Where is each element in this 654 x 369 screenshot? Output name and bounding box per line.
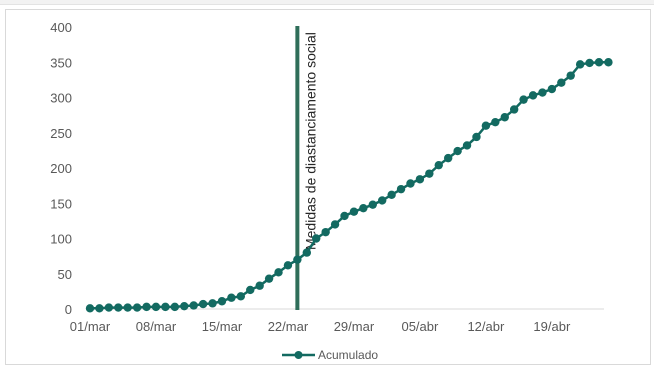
x-tick-label: 19/abr [533, 319, 571, 334]
data-point [227, 293, 236, 302]
x-tick-label: 12/abr [467, 319, 505, 334]
x-tick-label: 08/mar [136, 319, 177, 334]
data-point [349, 207, 359, 216]
data-point [434, 160, 443, 170]
data-point [198, 299, 208, 309]
data-point [246, 285, 255, 295]
y-tick-label: 350 [50, 55, 72, 70]
data-point [594, 58, 604, 67]
chart-frame [5, 9, 651, 365]
y-tick-label: 150 [50, 196, 72, 211]
data-point [519, 95, 528, 104]
data-point [472, 132, 481, 142]
data-point [557, 78, 566, 87]
data-point [236, 292, 246, 301]
data-point [538, 88, 547, 97]
x-tick-label: 15/mar [202, 319, 243, 334]
data-point [180, 301, 189, 311]
data-point [104, 303, 114, 312]
data-point [151, 302, 161, 312]
data-point [274, 268, 283, 277]
legend-swatch-marker [294, 351, 303, 359]
data-point [132, 303, 142, 312]
data-point [453, 146, 462, 156]
y-tick-label: 100 [50, 232, 72, 247]
y-tick-label: 300 [50, 91, 72, 106]
data-point [566, 71, 575, 80]
y-tick-label: 0 [65, 302, 72, 317]
data-point [293, 255, 302, 264]
data-point [585, 58, 594, 68]
data-point [283, 261, 293, 270]
data-point [368, 200, 377, 209]
data-point [264, 274, 274, 283]
data-point [406, 179, 415, 188]
data-point [330, 220, 340, 229]
data-point [378, 196, 387, 205]
x-axis-ticks: 01/mar 08/mar 15/mar 22/mar 29/mar 05/abr 12/a… [70, 319, 571, 334]
data-point [142, 302, 151, 312]
x-tick-label: 22/mar [268, 319, 309, 334]
data-point [491, 117, 500, 127]
data-point [208, 299, 217, 308]
data-point [161, 302, 170, 312]
series-points [85, 58, 613, 313]
data-point [396, 184, 406, 194]
data-point [415, 175, 425, 184]
data-point [170, 302, 180, 312]
data-point [481, 121, 491, 130]
data-point [189, 301, 198, 310]
y-axis-ticks: 0 50 100 150 200 250 300 350 400 [50, 20, 72, 317]
y-tick-label: 400 [50, 20, 72, 35]
annotation: Medidas de diastanciamento social [295, 26, 318, 310]
series-line-acumulado [90, 61, 609, 310]
data-point [302, 248, 311, 257]
annotation-label: Medidas de diastanciamento social [302, 32, 318, 250]
y-tick-label: 50 [58, 267, 72, 282]
y-tick-label: 250 [50, 126, 72, 141]
data-point [359, 203, 368, 213]
data-point [255, 281, 264, 290]
data-point [443, 153, 453, 163]
data-point [321, 227, 330, 237]
x-tick-label: 05/abr [401, 319, 439, 334]
data-point [575, 60, 585, 69]
data-point [509, 105, 519, 114]
data-point [425, 169, 434, 178]
data-point [312, 234, 321, 243]
data-point [217, 297, 227, 306]
data-point [85, 304, 95, 313]
x-tick-label: 29/mar [334, 319, 375, 334]
top-border-strip [0, 0, 654, 5]
data-point [387, 190, 396, 199]
data-point [604, 58, 613, 67]
data-point [500, 113, 509, 122]
x-tick-label: 01/mar [70, 319, 111, 334]
data-point [95, 304, 104, 313]
data-point [340, 211, 349, 221]
y-tick-label: 200 [50, 161, 72, 176]
data-point [123, 303, 132, 312]
legend: Acumulado [282, 348, 378, 362]
data-point [114, 303, 123, 312]
legend-label: Acumulado [318, 348, 378, 362]
data-point [462, 141, 472, 150]
data-point [547, 84, 557, 94]
data-point [528, 91, 538, 100]
